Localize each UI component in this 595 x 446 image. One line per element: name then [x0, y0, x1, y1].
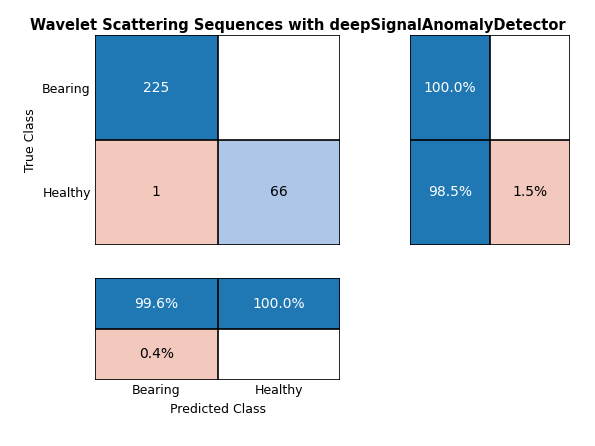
Bar — [490, 35, 570, 140]
X-axis label: Predicted Class: Predicted Class — [170, 403, 265, 416]
Bar — [95, 278, 218, 329]
Bar — [410, 35, 490, 140]
Text: 1: 1 — [152, 186, 161, 199]
Bar — [218, 140, 340, 245]
Text: Wavelet Scattering Sequences with deepSignalAnomalyDetector: Wavelet Scattering Sequences with deepSi… — [30, 18, 565, 33]
Text: 99.6%: 99.6% — [134, 297, 178, 310]
Text: 225: 225 — [143, 80, 170, 95]
Bar — [218, 329, 340, 380]
Y-axis label: True Class: True Class — [24, 108, 37, 172]
Bar — [410, 140, 490, 245]
Bar — [95, 329, 218, 380]
Bar — [218, 35, 340, 140]
Text: 100.0%: 100.0% — [252, 297, 305, 310]
Text: 98.5%: 98.5% — [428, 186, 472, 199]
Text: 1.5%: 1.5% — [512, 186, 547, 199]
Bar — [218, 278, 340, 329]
Bar — [490, 140, 570, 245]
Text: 0.4%: 0.4% — [139, 347, 174, 362]
Text: 66: 66 — [270, 186, 287, 199]
Bar — [95, 140, 218, 245]
Bar — [95, 35, 218, 140]
Text: 100.0%: 100.0% — [424, 80, 477, 95]
